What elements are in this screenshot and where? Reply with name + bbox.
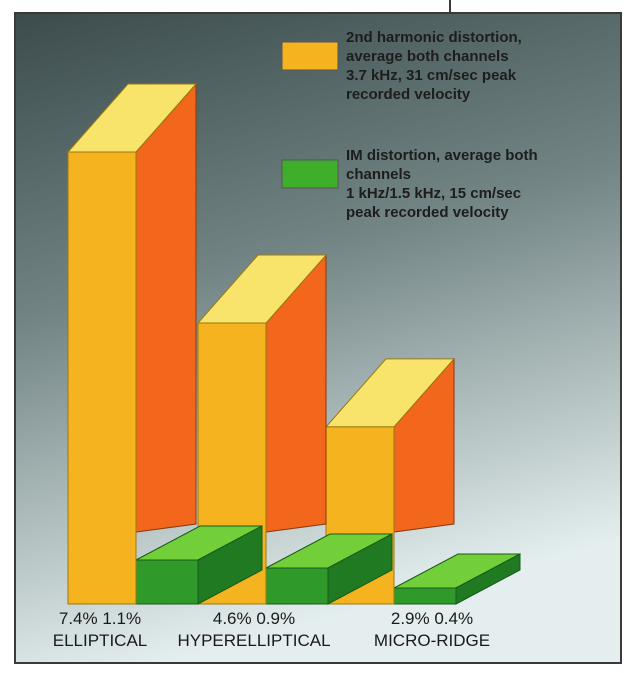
legend-text-line: 2nd harmonic distortion, (346, 29, 522, 46)
value-label: 2.9% 0.4% (391, 609, 473, 628)
category-labels: 7.4% 1.1% ELLIPTICAL 4.6% 0.9% HYPERELLIPTI… (53, 609, 490, 650)
category-label: ELLIPTICAL (53, 631, 148, 650)
bar-im-hyperelliptical (265, 533, 393, 605)
bar-harmonic-side (135, 82, 197, 533)
legend-text-line: 3.7 kHz, 31 cm/sec peak (346, 67, 517, 84)
legend-text-line: peak recorded velocity (346, 204, 509, 221)
chart-frame (14, 12, 622, 664)
legend-text-line: channels (346, 166, 411, 183)
bar-harmonic-elliptical (66, 82, 198, 605)
bar-harmonic-hyperelliptical (196, 253, 328, 605)
legend: 2nd harmonic distortion, average both cha… (281, 29, 538, 221)
legend-swatch (281, 41, 339, 71)
bar-im-front (135, 559, 199, 605)
value-label: 4.6% 0.9% (213, 609, 295, 628)
legend-text-line: recorded velocity (346, 86, 471, 103)
category-label: MICRO-RIDGE (374, 631, 490, 650)
value-label: 7.4% 1.1% (59, 609, 141, 628)
legend-text-line: IM distortion, average both (346, 147, 538, 164)
legend-entry-2: IM distortion, average both channels 1 kHz… (281, 147, 538, 221)
legend-text-line: average both channels (346, 48, 509, 65)
top-tick-mark (449, 0, 451, 14)
legend-swatch (281, 159, 339, 189)
bar-im-front (265, 567, 329, 605)
category-label: HYPERELLIPTICAL (177, 631, 330, 650)
legend-entry-1: 2nd harmonic distortion, average both cha… (281, 29, 522, 103)
bar-harmonic-front (67, 151, 137, 605)
bar-im-front (393, 587, 457, 605)
bar-im-micro-ridge (393, 553, 521, 605)
bars-layer (66, 82, 521, 605)
legend-text-line: 1 kHz/1.5 kHz, 15 cm/sec (346, 185, 521, 202)
bar-harmonic-micro-ridge (324, 357, 456, 605)
